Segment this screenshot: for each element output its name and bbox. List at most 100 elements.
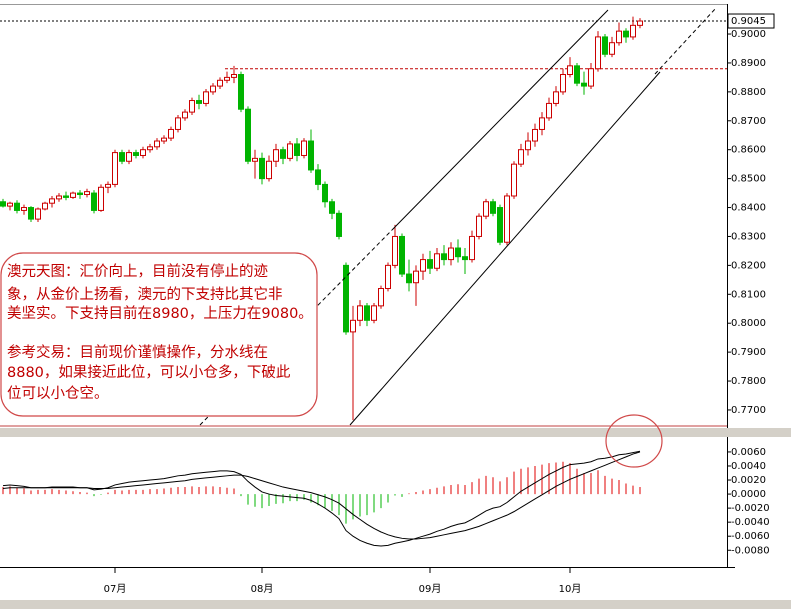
candle-body (336, 212, 342, 237)
y-tick-label: 0.8500 (731, 174, 766, 185)
candle-body (77, 192, 83, 196)
x-tick-label: 07月 (104, 583, 127, 595)
candle-body (91, 192, 97, 211)
candle-body (105, 183, 111, 188)
candle-body (7, 202, 13, 207)
candle-body (630, 24, 636, 38)
y-tick-label: 0.8700 (731, 116, 766, 127)
y-tick-label: 0.8800 (731, 87, 766, 98)
candle-body (469, 235, 475, 261)
candle-body (133, 152, 139, 156)
candle-body (287, 143, 293, 159)
candle-body (322, 183, 328, 203)
candle-body (14, 202, 20, 211)
candle-body (210, 85, 216, 93)
y-tick-label: 0.8400 (731, 203, 766, 214)
y-tick-label: 0.7900 (731, 347, 766, 358)
candle-body (399, 235, 405, 275)
candle-body (343, 264, 349, 333)
candle-body (406, 273, 412, 284)
candle-body (238, 74, 244, 110)
candle-body (546, 102, 552, 119)
candle-body (609, 42, 615, 55)
candle-body (441, 253, 447, 261)
candle-body (357, 305, 363, 321)
candle-body (49, 198, 55, 204)
candle-body (259, 157, 265, 180)
candle-body (329, 201, 335, 214)
candle-body (231, 74, 237, 78)
candle-body (56, 195, 62, 200)
last-price-box (727, 13, 775, 29)
candle-body (42, 202, 48, 210)
candle-body (518, 149, 524, 165)
candle-body (252, 157, 258, 162)
y-tick-label: 0.7800 (731, 376, 766, 387)
candle-body (35, 208, 41, 220)
candle-body (126, 152, 132, 162)
candle-body (140, 149, 146, 156)
candle-body (371, 305, 377, 321)
candle-body (637, 20, 643, 26)
candle-body (462, 256, 468, 261)
y-tick-label: 0.0060 (731, 447, 766, 458)
annotation-line: 美坚实。下支持目前在8980，上压力在9080。 (7, 305, 313, 322)
y-tick-label: 0.8900 (731, 58, 766, 69)
candle-body (315, 169, 321, 185)
candle-body (385, 264, 391, 290)
candle-body (161, 137, 167, 142)
candle-body (525, 140, 531, 151)
macd-line (2, 451, 641, 540)
candle-body (539, 117, 545, 130)
candle-body (84, 191, 90, 196)
y-tick-label: 0.0000 (731, 489, 766, 500)
candle-body (175, 117, 181, 130)
candle-body (588, 68, 594, 87)
candle-body (602, 36, 608, 55)
y-tick-label: -0.0040 (731, 517, 770, 528)
highlight-circle (605, 414, 663, 468)
panel-separator (0, 428, 791, 437)
last-price-label: 0.9045 (731, 16, 766, 27)
candle-body (434, 253, 440, 269)
candle-body (623, 30, 629, 38)
trend-line-extension (654, 7, 717, 75)
candle-body (119, 152, 125, 162)
candle-body (490, 201, 496, 214)
candle-body (294, 143, 300, 156)
candle-body (98, 186, 104, 211)
bottom-strip (0, 600, 791, 609)
candle-body (420, 259, 426, 272)
candle-body (497, 207, 503, 243)
candle-body (70, 192, 76, 198)
candle-body (182, 111, 188, 119)
y-tick-label: 0.0020 (731, 475, 766, 486)
macd-line (2, 450, 641, 547)
x-tick-label: 09月 (419, 583, 442, 595)
candle-body (448, 247, 454, 261)
candle-body (301, 140, 307, 156)
candle-body (511, 163, 517, 197)
candle-body (581, 82, 587, 87)
candle-body (504, 195, 510, 243)
annotation-box (0, 252, 318, 417)
plot-area (0, 16, 727, 547)
annotation-line: 位可以小仓空。 (7, 385, 109, 402)
candle-body (560, 74, 566, 93)
annotation-line: 澳元天图：汇价向上，目前没有停止的迹 (7, 263, 268, 280)
candle-body (217, 79, 223, 87)
candle-body (427, 259, 433, 269)
candle-body (0, 201, 6, 207)
y-tick-label: 0.8300 (731, 231, 766, 242)
candle-body (567, 65, 573, 76)
candle-body (196, 100, 202, 104)
y-tick-label: 0.8100 (731, 289, 766, 300)
x-tick-label: 10月 (559, 583, 582, 595)
candle-body (266, 160, 272, 180)
candle-body (168, 128, 174, 139)
candle-body (532, 128, 538, 142)
candle-body (28, 207, 34, 220)
annotation-line: 8880，如果接近此位，可以小仓多，下破此 (7, 364, 291, 381)
